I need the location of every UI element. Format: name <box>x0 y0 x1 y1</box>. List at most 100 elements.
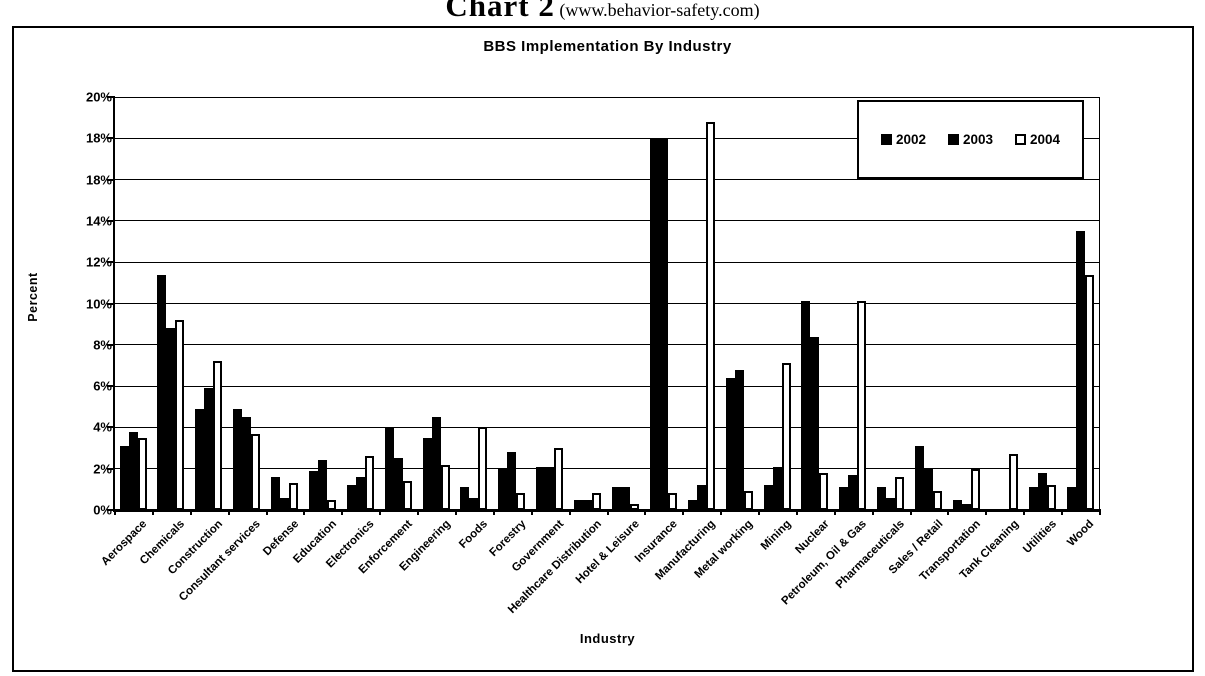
bar-2002-defense <box>271 476 281 510</box>
x-tick-mark <box>606 510 609 515</box>
x-tick-mark <box>1023 510 1026 515</box>
y-tick-mark <box>107 178 115 181</box>
gridline <box>115 468 1100 470</box>
x-axis-title: Industry <box>579 631 636 646</box>
chart-title: BBS Implementation By Industry <box>483 38 732 55</box>
bar-2004-hotel-leisure <box>630 503 639 510</box>
bar-2003-foods <box>469 497 479 510</box>
x-tick-mark <box>833 510 836 515</box>
y-tick-label: 4% <box>93 419 112 435</box>
bar-2004-government <box>554 448 564 510</box>
bar-2003-sales-retail <box>924 468 934 510</box>
legend-label-2003: 2003 <box>962 132 993 147</box>
bar-2002-forestry <box>498 468 508 510</box>
page-title: Chart 2 <box>445 0 555 23</box>
x-tick-mark <box>1061 510 1064 515</box>
legend: 2002 2003 2004 <box>857 100 1084 179</box>
bar-2003-manufacturing <box>696 485 706 510</box>
bar-2002-sales-retail <box>915 445 925 510</box>
plot-area <box>107 96 1101 515</box>
gridline <box>115 137 1100 139</box>
bar-2004-foods <box>478 427 488 510</box>
y-tick-label: 20% <box>85 89 112 105</box>
x-tick-mark <box>871 510 874 515</box>
x-tick-label-pharmaceuticals: Pharmaceuticals <box>833 518 908 592</box>
x-tick-mark <box>644 510 647 515</box>
x-tick-mark <box>909 510 912 515</box>
bar-2002-enforcement <box>384 427 394 510</box>
bar-2003-mining <box>772 466 782 510</box>
x-tick-mark <box>114 510 116 515</box>
legend-item-2003: 2003 <box>947 132 993 147</box>
bar-2002-nuclear <box>801 301 811 510</box>
x-tick-mark <box>417 510 420 515</box>
x-tick-mark <box>1099 510 1101 515</box>
bar-2003-pharmaceuticals <box>886 497 896 510</box>
bar-2003-construction <box>204 388 214 510</box>
bar-2002-education <box>308 470 318 510</box>
legend-swatch-2003 <box>947 134 959 145</box>
x-tick-mark <box>492 510 495 515</box>
bar-2003-transportation <box>961 503 971 510</box>
x-tick-label-foods: Foods <box>457 518 491 551</box>
x-tick-mark <box>985 510 988 515</box>
bar-2003-hotel-leisure <box>621 487 630 510</box>
y-tick-mark <box>107 137 115 140</box>
bar-2002-construction <box>195 408 205 510</box>
x-tick-label-utilities: Utilities <box>1020 518 1059 556</box>
y-tick-label: 18% <box>85 130 112 146</box>
bar-2003-education <box>317 460 327 510</box>
gridline <box>115 96 1100 98</box>
bar-2004-manufacturing <box>705 121 715 510</box>
bar-2004-mining <box>781 363 791 510</box>
x-tick-mark <box>151 510 154 515</box>
bar-2002-transportation <box>952 499 962 510</box>
bar-2004-construction <box>213 361 223 510</box>
bar-2004-electronics <box>364 456 374 510</box>
bar-2004-enforcement <box>402 481 412 510</box>
bar-2004-transportation <box>970 468 980 510</box>
y-tick-label: 18% <box>85 172 112 188</box>
y-tick-label: 8% <box>93 337 112 353</box>
bar-2002-consultant-services <box>233 408 243 510</box>
gridline <box>115 220 1100 222</box>
bar-2003-petroleum-oil-gas <box>848 474 858 510</box>
x-tick-mark <box>568 510 571 515</box>
bar-2004-healthcare-distribution <box>592 493 602 510</box>
bar-2003-enforcement <box>393 458 403 510</box>
bar-2004-petroleum-oil-gas <box>857 301 867 510</box>
x-tick-mark <box>947 510 950 515</box>
legend-label-2002: 2002 <box>895 132 926 147</box>
y-tick-mark <box>107 385 115 388</box>
y-tick-mark <box>107 343 115 346</box>
bar-2003-insurance <box>658 138 668 510</box>
bar-2004-nuclear <box>819 472 829 510</box>
x-tick-mark <box>265 510 268 515</box>
bar-2004-pharmaceuticals <box>895 476 905 510</box>
bar-2002-hotel-leisure <box>612 487 621 510</box>
bar-2003-chemicals <box>166 328 176 510</box>
bar-2004-utilities <box>1046 485 1056 510</box>
x-tick-mark <box>758 510 761 515</box>
x-tick-mark <box>682 510 685 515</box>
x-tick-mark <box>454 510 457 515</box>
x-tick-label-nuclear: Nuclear <box>793 518 832 557</box>
y-tick-mark <box>107 96 115 98</box>
chart-frame: BBS Implementation By Industry 20% 18% 18%… <box>12 26 1194 672</box>
bar-2004-wood <box>1084 274 1094 510</box>
x-tick-mark <box>379 510 382 515</box>
bar-2004-forestry <box>516 493 526 510</box>
bar-2003-electronics <box>355 476 365 510</box>
bar-2003-forestry <box>507 452 517 510</box>
bar-2004-consultant-services <box>251 433 261 510</box>
gridline <box>115 344 1100 346</box>
bar-2002-manufacturing <box>687 499 697 510</box>
y-tick-mark <box>107 261 115 264</box>
bar-2003-aerospace <box>128 431 138 510</box>
bar-2003-utilities <box>1037 472 1047 510</box>
legend-label-2004: 2004 <box>1029 132 1060 147</box>
y-tick-mark <box>107 467 115 470</box>
bar-2003-metal-working <box>734 369 744 510</box>
bar-2002-insurance <box>649 138 659 510</box>
y-tick-mark <box>107 219 115 222</box>
